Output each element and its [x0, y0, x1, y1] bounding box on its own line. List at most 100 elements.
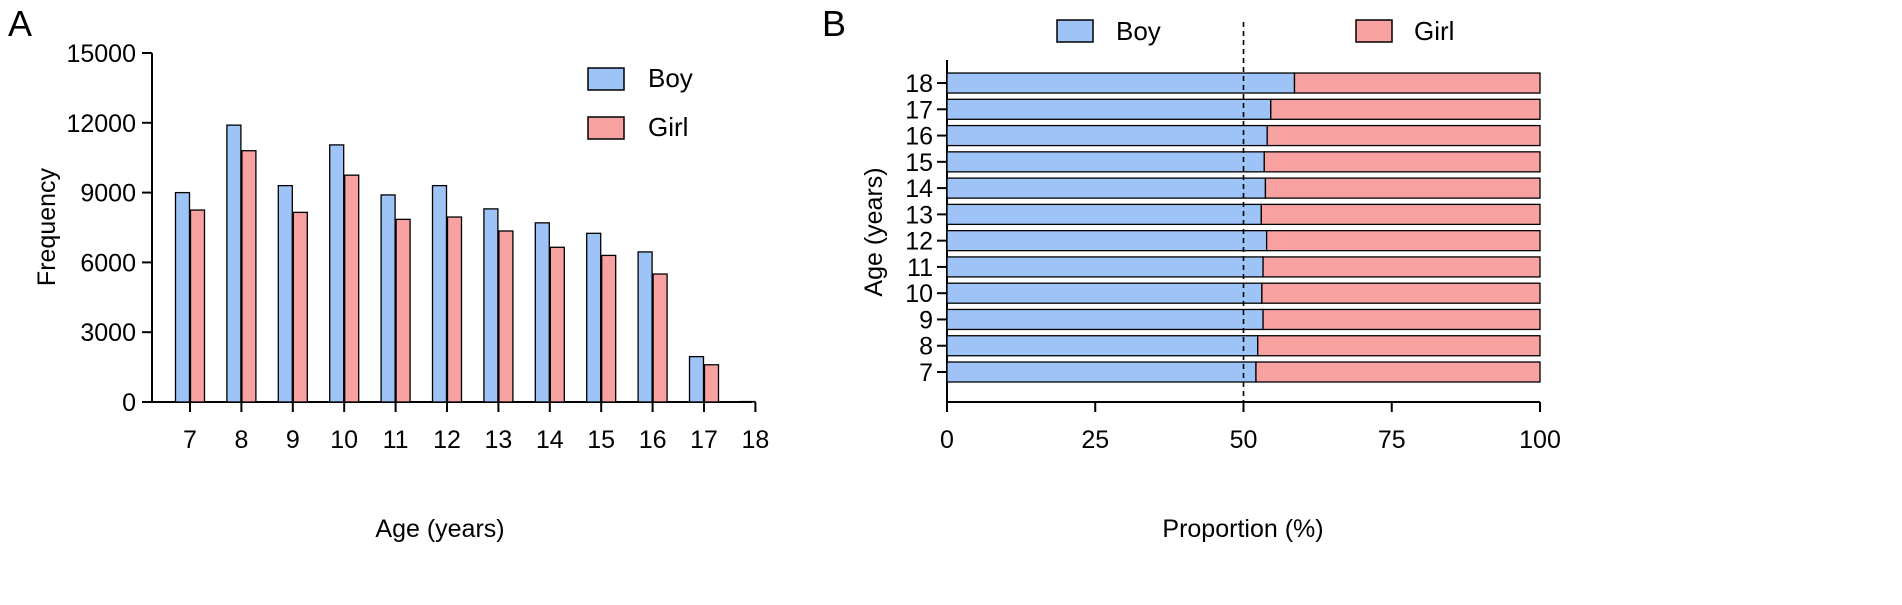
- panel-a-y-tick-label: 15000: [66, 40, 136, 68]
- panel-b-y-tick-label: 15: [905, 149, 933, 177]
- panel-a-bar-boy: [534, 222, 550, 403]
- panel-b-y-tick-label: 16: [905, 123, 933, 151]
- panel-a-bar-girl: [549, 246, 565, 403]
- panel-b-bar-girl: [1266, 124, 1541, 147]
- panel-b-legend-boy-label: Boy: [1116, 16, 1161, 46]
- panel-b-legend: Boy Girl: [1056, 16, 1454, 46]
- panel-a-x-tick-label: 18: [741, 426, 769, 454]
- panel-b-x-tick-label: 0: [940, 426, 954, 454]
- panel-b-bar-girl: [1270, 98, 1541, 120]
- panel-a-chart: 0 3000 6000 9000 12000 15000 7 8 9 10 11 12 13 14 15 1…: [33, 40, 769, 543]
- panel-b-x-tick-label: 75: [1378, 426, 1406, 454]
- panel-b-letter: B: [822, 3, 846, 44]
- panel-a-y-tick-label: 3000: [80, 319, 136, 347]
- panel-a-x-tick-label: 8: [234, 426, 248, 454]
- panel-b-x-axis-title: Proportion (%): [1162, 515, 1323, 543]
- panel-b-bar-girl: [1293, 72, 1541, 94]
- panel-a-letter: A: [8, 3, 32, 44]
- panel-a-x-tick-label: 17: [690, 426, 718, 454]
- panel-a-bar-girl: [652, 273, 668, 403]
- panel-a-bar-boy: [226, 124, 242, 403]
- panel-a-bar-boy: [277, 184, 293, 403]
- panel-b-y-tick-label: 9: [919, 306, 933, 334]
- panel-b-bar-girl: [1264, 177, 1541, 199]
- panel-a-x-axis-title: Age (years): [375, 515, 504, 543]
- panel-a-y-tick-label: 6000: [80, 249, 136, 277]
- panel-a-x-tick-label: 10: [330, 426, 358, 454]
- panel-b-bar-boy: [946, 124, 1268, 147]
- panel-b-x-tick-label: 25: [1081, 426, 1109, 454]
- panel-a-legend-girl-label: Girl: [648, 112, 688, 142]
- panel-b-bar-boy: [946, 335, 1259, 357]
- panel-a-x-tick-label: 9: [286, 426, 300, 454]
- panel-a-x-tick-label: 16: [639, 426, 667, 454]
- panel-b-y-axis-title: Age (years): [860, 167, 888, 296]
- panel-b-y-tick-label: 12: [905, 228, 933, 256]
- panel-a-y-axis-title: Frequency: [33, 167, 61, 286]
- panel-a-bar-girl: [498, 230, 514, 403]
- panel-a-legend-boy-swatch: [587, 67, 625, 91]
- panel-b-bar-boy: [946, 177, 1267, 199]
- panel-a-bar-girl: [703, 364, 720, 403]
- panel-a-bar-girl: [292, 211, 308, 403]
- panel-b-bar-girl: [1263, 151, 1541, 173]
- panel-b-x-tick-label: 100: [1519, 426, 1561, 454]
- panel-a-legend-boy-label: Boy: [648, 63, 693, 93]
- panel-a-bar-boy: [637, 251, 653, 403]
- panel-b-bar-boy: [946, 282, 1263, 304]
- panel-b-y-tick-label: 14: [905, 175, 933, 203]
- panel-a-y-tick-label: 12000: [66, 110, 136, 138]
- panel-b-bar-boy: [946, 151, 1265, 173]
- panel-a-bar-girl: [395, 218, 411, 403]
- panel-b-bar-boy: [946, 229, 1268, 252]
- panel-a-x-tick-label: 12: [433, 426, 461, 454]
- panel-a-x-tick-label: 11: [383, 426, 409, 454]
- panel-b-bar-girl: [1262, 308, 1541, 331]
- panel-b-y-tick-label: 11: [907, 254, 933, 282]
- panel-a-bar-girl: [189, 209, 206, 403]
- panel-b-y-tick-label: 7: [919, 359, 933, 387]
- panel-b-bar-boy: [946, 203, 1262, 226]
- panel-a-y-tick-label: 0: [122, 389, 136, 417]
- panel-b-legend-girl-label: Girl: [1414, 16, 1454, 46]
- panel-b-y-tick-label: 17: [905, 96, 933, 124]
- panel-a-bar-boy: [483, 208, 499, 403]
- panel-a-y-tick-label: 9000: [80, 180, 136, 208]
- panel-b-bar-girl: [1262, 256, 1541, 278]
- panel-a-bar-boy: [431, 184, 448, 403]
- panel-a-x-tick-label: 13: [484, 426, 512, 454]
- panel-b-bar-girl: [1260, 203, 1541, 226]
- panel-b-y-tick-label: 18: [905, 70, 933, 98]
- panel-a-bar-girl: [446, 216, 463, 403]
- panel-b-legend-girl-swatch: [1355, 19, 1393, 43]
- panel-b-bar-boy: [946, 72, 1296, 94]
- panel-b-bar-girl: [1257, 335, 1541, 357]
- panel-b-bar-boy: [946, 308, 1264, 331]
- panel-a-bar-girl: [344, 174, 360, 403]
- panel-a-bar-boy: [380, 194, 396, 403]
- panel-b-bar-girl: [1265, 229, 1541, 252]
- panel-a-x-tick-label: 14: [536, 426, 564, 454]
- panel-a-legend-girl-swatch: [587, 116, 625, 140]
- panel-b-legend-boy-swatch: [1056, 19, 1094, 43]
- panel-b-bar-girl: [1255, 361, 1541, 383]
- panel-a-x-tick-label: 15: [587, 426, 615, 454]
- panel-a-bar-girl: [241, 150, 257, 403]
- panel-b-y-tick-label: 8: [919, 333, 933, 361]
- panel-a-bar-boy: [329, 144, 345, 403]
- panel-b-bar-boy: [946, 98, 1272, 120]
- panel-b-y-tick-label: 10: [905, 280, 933, 308]
- panel-a-bar-boy: [586, 232, 602, 403]
- panel-a-bar-girl: [601, 254, 617, 403]
- panel-a-legend: Boy Girl: [587, 63, 693, 142]
- panel-b-y-tick-label: 13: [905, 201, 933, 229]
- panel-b-bar-boy: [946, 361, 1257, 383]
- panel-b-bar-girl: [1261, 282, 1541, 304]
- panel-b-x-tick-label: 50: [1230, 426, 1258, 454]
- panel-a-bar-boy: [688, 355, 705, 403]
- panel-a-x-tick-label: 7: [183, 426, 197, 454]
- panel-a-bar-boy: [174, 191, 191, 403]
- panel-b-bar-boy: [946, 256, 1264, 278]
